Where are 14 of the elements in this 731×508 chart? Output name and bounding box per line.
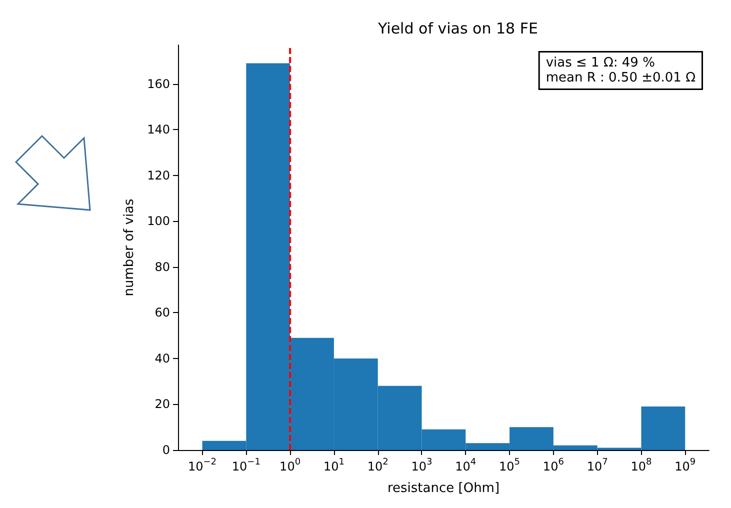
- y-tick-label: 160: [147, 76, 170, 91]
- y-tick-label: 60: [154, 306, 170, 320]
- chart-title: Yield of vias on 18 FE: [377, 20, 538, 38]
- y-tick-label: 20: [154, 397, 170, 412]
- y-tick-label: 80: [154, 260, 170, 274]
- x-axis-title: resistance [Ohm]: [387, 481, 500, 496]
- y-tick-label: 120: [147, 168, 170, 182]
- y-tick-label: 40: [154, 351, 170, 366]
- y-tick-label: 100: [147, 214, 170, 228]
- y-tick-label: 0: [162, 443, 170, 457]
- annotation: vias ≤ 1 Ω: 49 %: [546, 56, 655, 70]
- y-tick-label: 140: [147, 122, 170, 137]
- annotation: mean R : 0.50 ±0.01 Ω: [546, 70, 696, 86]
- y-axis-title: number of vias: [122, 198, 138, 296]
